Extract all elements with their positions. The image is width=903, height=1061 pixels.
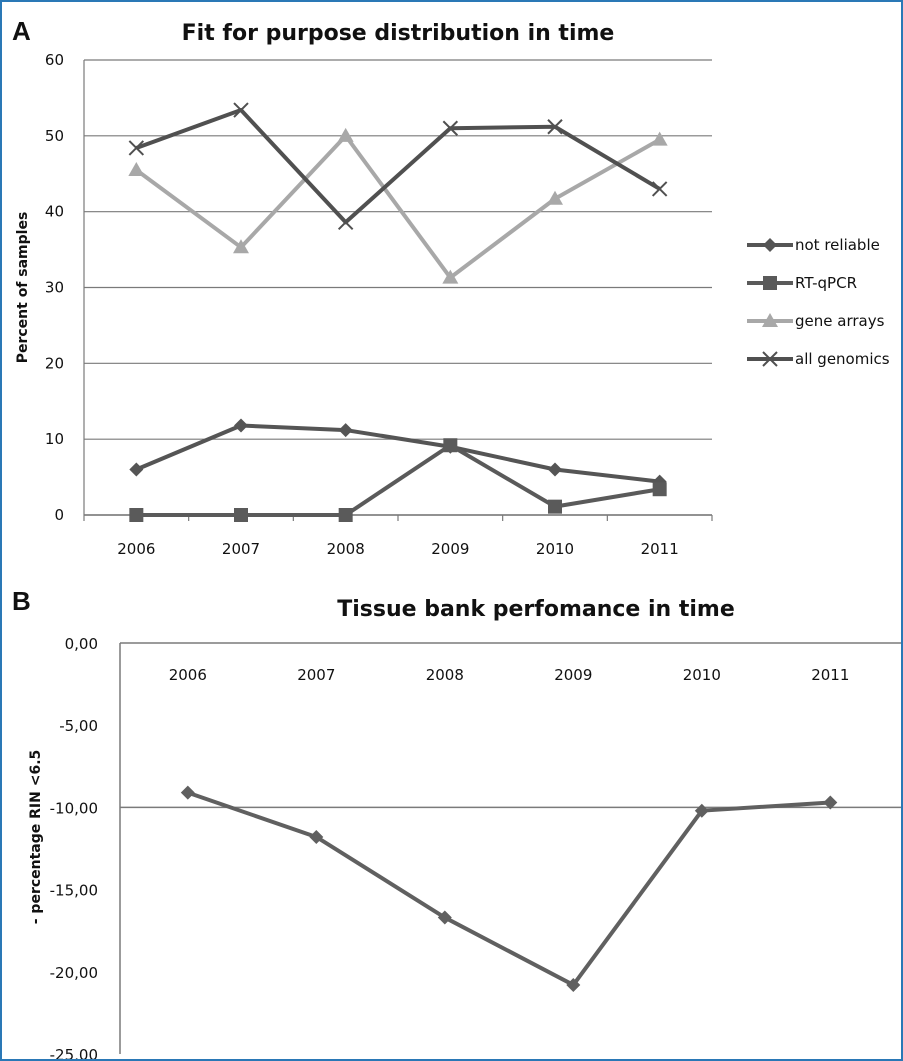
data-point: [337, 127, 354, 142]
legend-item: not reliable: [747, 236, 880, 254]
data-point: [129, 462, 144, 477]
data-point: [234, 508, 248, 522]
data-point: [128, 140, 145, 156]
legend-label: RT-qPCR: [795, 274, 857, 292]
y-axis-label: - percentage RIN <6.5: [28, 750, 44, 925]
series-line: [187, 790, 831, 987]
x-tick-label: 2007: [222, 540, 260, 558]
data-point: [233, 239, 249, 254]
x-tick-label: 2010: [683, 666, 721, 684]
x-tick-label: 2011: [811, 666, 849, 684]
y-tick-label: -15,00: [50, 882, 98, 900]
x-tick-label: 2006: [169, 666, 207, 684]
y-tick-label: -10,00: [50, 799, 98, 817]
data-point: [442, 269, 459, 284]
y-tick-label: 30: [45, 279, 64, 297]
data-point: [129, 508, 144, 522]
legend-label: all genomics: [795, 350, 890, 368]
data-point: [548, 462, 562, 477]
series-line: [136, 443, 660, 517]
data-point: [234, 418, 248, 433]
x-tick-label: 2006: [117, 540, 155, 558]
panel-a-letter: A: [12, 16, 31, 46]
chart-b: B Tissue bank perfomance in time 0,00 -5,00…: [12, 586, 901, 1059]
y-tick-label: 50: [45, 127, 64, 145]
data-point: [651, 181, 668, 197]
data-point: [437, 910, 452, 925]
y-tick-label: 0: [54, 506, 64, 524]
data-point: [233, 102, 249, 118]
data-point: [651, 131, 668, 146]
data-point: [338, 423, 353, 438]
series-rin: [180, 785, 838, 992]
x-tick-label: 2007: [297, 666, 335, 684]
data-point: [548, 499, 562, 514]
y-tick-label: 10: [45, 430, 64, 448]
y-tick-label: 20: [45, 354, 64, 372]
data-point: [823, 795, 838, 810]
legend-label: not reliable: [795, 236, 880, 254]
legend-item: gene arrays: [747, 312, 885, 330]
legend: not reliable RT-qPCR gene arrays all genomi…: [747, 236, 890, 368]
y-tick-label: 40: [45, 203, 64, 221]
series-line: [135, 108, 661, 225]
legend-marker: [762, 351, 778, 367]
y-tick-label: -20,00: [50, 964, 98, 982]
x-tick-label: 2008: [327, 540, 365, 558]
legend-marker: [762, 313, 778, 327]
data-point: [547, 190, 563, 205]
chart-b-title: Tissue bank perfomance in time: [337, 597, 735, 622]
y-tick-label: -5,00: [59, 717, 98, 735]
series-line: [135, 133, 661, 280]
data-point: [547, 119, 563, 135]
legend-marker: [763, 238, 777, 252]
data-point: [566, 977, 581, 992]
series-RT-qPCR: [129, 438, 667, 522]
data-point: [442, 120, 459, 136]
data-point: [338, 508, 353, 522]
panel-b-letter: B: [12, 586, 31, 616]
x-tick-label: 2011: [641, 540, 679, 558]
y-tick-label: 0,00: [65, 635, 98, 653]
series-all-genomics: [128, 102, 668, 230]
y-axis-label: Percent of samples: [15, 212, 31, 364]
legend-item: all genomics: [747, 350, 890, 368]
data-point: [337, 214, 354, 230]
legend-marker: [763, 276, 777, 290]
chart-a: A Fit for purpose distribution in time 0 10…: [12, 16, 890, 558]
legend-label: gene arrays: [795, 312, 885, 330]
x-tick-label: 2009: [554, 666, 592, 684]
y-tick-label: 60: [45, 51, 64, 69]
x-tick-label: 2008: [426, 666, 464, 684]
chart-a-title: Fit for purpose distribution in time: [182, 21, 615, 46]
series-gene-arrays: [128, 127, 668, 284]
series-line: [135, 423, 660, 484]
data-point: [180, 785, 195, 800]
data-point: [309, 829, 324, 844]
data-point: [652, 482, 667, 497]
data-point: [694, 803, 709, 818]
data-point: [128, 161, 145, 176]
legend-item: RT-qPCR: [747, 274, 857, 292]
x-tick-label: 2009: [431, 540, 469, 558]
x-tick-label: 2010: [536, 540, 574, 558]
data-point: [443, 438, 458, 453]
y-tick-label: -25,00: [50, 1046, 98, 1059]
